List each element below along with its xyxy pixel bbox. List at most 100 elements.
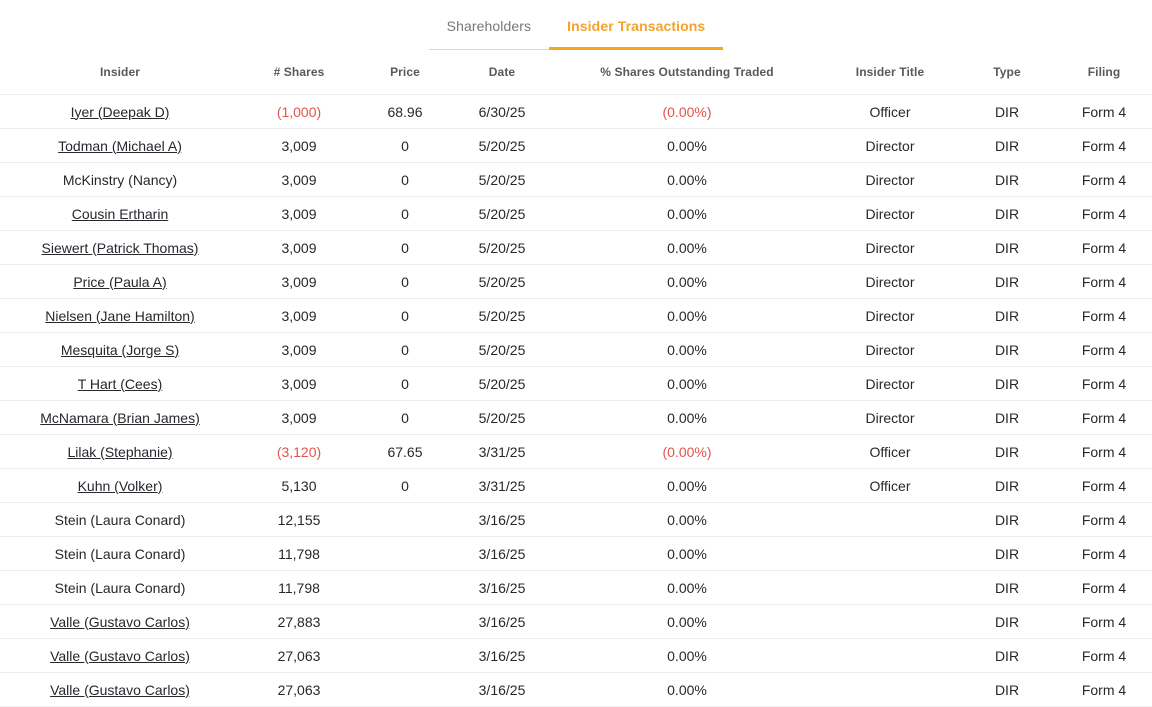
table-row: Cousin Ertharin 3,009 0 5/20/25 0.00% Directo…	[0, 196, 1152, 231]
pct-outstanding-cell: (0.00%)	[552, 94, 822, 129]
insider-link[interactable]: Valle (Gustavo Carlos)	[50, 647, 190, 664]
shares-cell: 3,009	[240, 366, 358, 401]
insider-cell: Stein (Laura Conard)	[0, 570, 240, 605]
shares-cell: 3,009	[240, 128, 358, 163]
tab-shareholders[interactable]: Shareholders	[428, 0, 550, 50]
pct-outstanding-cell: 0.00%	[552, 536, 822, 571]
insider-cell: Stein (Laura Conard)	[0, 502, 240, 537]
price-cell: 0	[358, 162, 452, 197]
price-cell: 0	[358, 230, 452, 265]
pct-outstanding-cell: 0.00%	[552, 162, 822, 197]
insider-cell: Siewert (Patrick Thomas)	[0, 230, 240, 265]
date-cell: 5/20/25	[452, 298, 552, 333]
table-row: Stein (Laura Conard) 12,155 3/16/25 0.00% DI…	[0, 502, 1152, 537]
insider-link[interactable]: McNamara (Brian James)	[40, 409, 200, 426]
insider-link[interactable]: Siewert (Patrick Thomas)	[41, 239, 199, 256]
insider-link[interactable]: Cousin Ertharin	[71, 205, 169, 222]
insider-title-cell	[822, 604, 958, 639]
pct-outstanding-cell: 0.00%	[552, 638, 822, 673]
insider-link[interactable]: Todman (Michael A)	[58, 137, 182, 154]
type-cell: DIR	[958, 264, 1056, 299]
date-cell: 5/20/25	[452, 264, 552, 299]
insider-cell: Stein (Laura Conard)	[0, 536, 240, 571]
shares-cell: (3,120)	[240, 434, 358, 469]
price-cell: 67.65	[358, 434, 452, 469]
insider-transactions-table: Insider # Shares Price Date% Shares Outstan…	[0, 50, 1152, 707]
insider-link[interactable]: Mesquita (Jorge S)	[60, 341, 180, 358]
type-cell: DIR	[958, 672, 1056, 707]
pct-outstanding-cell: 0.00%	[552, 264, 822, 299]
table-row: McKinstry (Nancy) 3,009 0 5/20/25 0.00% Direc…	[0, 162, 1152, 197]
price-cell: 0	[358, 264, 452, 299]
filing-cell: Form 4	[1056, 366, 1152, 401]
date-cell: 3/16/25	[452, 502, 552, 537]
price-cell	[358, 638, 452, 673]
price-cell: 0	[358, 196, 452, 231]
shares-cell: 3,009	[240, 400, 358, 435]
tab-insider-transactions[interactable]: Insider Transactions	[549, 0, 724, 50]
insider-title-cell: Director	[822, 332, 958, 367]
insider-link[interactable]: Kuhn (Volker)	[77, 477, 163, 494]
date-cell: 5/20/25	[452, 128, 552, 163]
price-cell	[358, 502, 452, 537]
insider-title-cell: Director	[822, 264, 958, 299]
date-cell: 3/31/25	[452, 468, 552, 503]
shares-cell: 11,798	[240, 536, 358, 571]
pct-outstanding-cell: 0.00%	[552, 604, 822, 639]
insider-title-cell: Director	[822, 162, 958, 197]
insider-link[interactable]: Valle (Gustavo Carlos)	[50, 613, 190, 630]
pct-outstanding-cell: 0.00%	[552, 570, 822, 605]
shares-cell: (1,000)	[240, 94, 358, 129]
pct-outstanding-cell: 0.00%	[552, 672, 822, 707]
insider-title-cell: Director	[822, 230, 958, 265]
table-row: Valle (Gustavo Carlos) 27,063 3/16/25 0.00%…	[0, 638, 1152, 673]
shares-cell: 3,009	[240, 196, 358, 231]
filing-cell: Form 4	[1056, 468, 1152, 503]
price-cell: 0	[358, 128, 452, 163]
insider-cell: Valle (Gustavo Carlos)	[0, 638, 240, 673]
shares-cell: 11,798	[240, 570, 358, 605]
shares-cell: 3,009	[240, 298, 358, 333]
table-row: Stein (Laura Conard) 11,798 3/16/25 0.00% DI…	[0, 536, 1152, 571]
price-cell	[358, 604, 452, 639]
insider-link[interactable]: Lilak (Stephanie)	[67, 443, 173, 460]
type-cell: DIR	[958, 400, 1056, 435]
filing-cell: Form 4	[1056, 570, 1152, 605]
insider-link[interactable]: T Hart (Cees)	[77, 375, 163, 392]
insider-cell: Mesquita (Jorge S)	[0, 332, 240, 367]
table-row: Valle (Gustavo Carlos) 27,063 3/16/25 0.00%…	[0, 672, 1152, 707]
tab-bar: Shareholders Insider Transactions	[0, 0, 1152, 50]
insider-link[interactable]: Iyer (Deepak D)	[70, 103, 170, 120]
pct-outstanding-cell: 0.00%	[552, 230, 822, 265]
type-cell: DIR	[958, 604, 1056, 639]
table-row: Nielsen (Jane Hamilton) 3,009 0 5/20/25 0.00…	[0, 298, 1152, 333]
filing-cell: Form 4	[1056, 638, 1152, 673]
column-header-shares: # Shares	[240, 50, 358, 95]
shares-cell: 27,063	[240, 638, 358, 673]
type-cell: DIR	[958, 502, 1056, 537]
insider-cell: Valle (Gustavo Carlos)	[0, 672, 240, 707]
filing-cell: Form 4	[1056, 332, 1152, 367]
insider-link[interactable]: Nielsen (Jane Hamilton)	[45, 307, 195, 324]
date-cell: 6/30/25	[452, 94, 552, 129]
insider-cell: Cousin Ertharin	[0, 196, 240, 231]
insider-link[interactable]: Price (Paula A)	[73, 273, 167, 290]
shares-cell: 3,009	[240, 332, 358, 367]
shares-cell: 3,009	[240, 264, 358, 299]
insider-cell: T Hart (Cees)	[0, 366, 240, 401]
type-cell: DIR	[958, 536, 1056, 571]
table-row: Lilak (Stephanie) (3,120) 67.65 3/31/25 (0.0…	[0, 434, 1152, 469]
date-cell: 5/20/25	[452, 162, 552, 197]
pct-outstanding-cell: 0.00%	[552, 128, 822, 163]
table-row: Stein (Laura Conard) 11,798 3/16/25 0.00% DI…	[0, 570, 1152, 605]
insider-link[interactable]: Valle (Gustavo Carlos)	[50, 681, 190, 698]
filing-cell: Form 4	[1056, 298, 1152, 333]
shares-cell: 27,883	[240, 604, 358, 639]
price-cell: 0	[358, 468, 452, 503]
insider-title-cell: Director	[822, 366, 958, 401]
date-cell: 3/16/25	[452, 604, 552, 639]
column-header-price: Price	[358, 50, 452, 95]
date-cell: 5/20/25	[452, 196, 552, 231]
insider-cell: McNamara (Brian James)	[0, 400, 240, 435]
price-cell: 0	[358, 366, 452, 401]
